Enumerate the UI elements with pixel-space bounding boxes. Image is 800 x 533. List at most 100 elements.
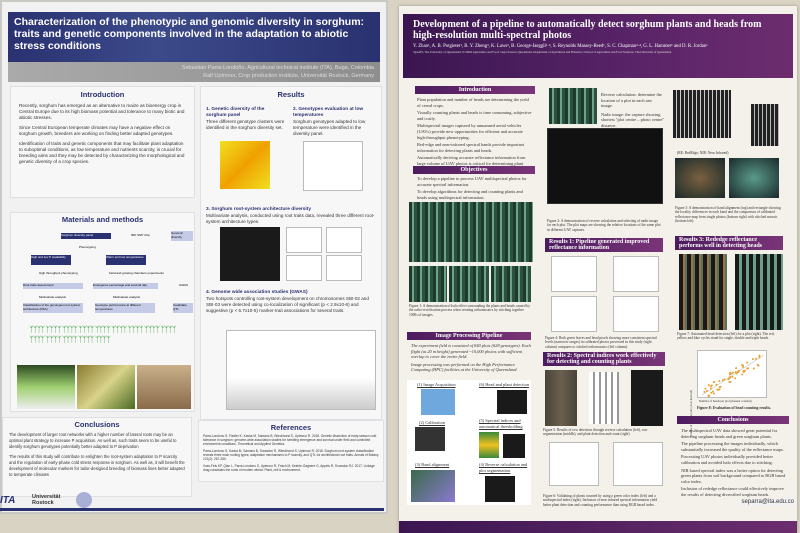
conclusion-bullet: The results of this study will contribut… xyxy=(9,454,185,477)
scatter-point xyxy=(731,371,734,374)
pipeline-step: (6) Head and plant detection xyxy=(479,382,529,387)
head-detection-image xyxy=(679,254,727,330)
x-axis-label: Number of heads per plot (manual counted… xyxy=(699,399,752,403)
scatter-point xyxy=(746,367,749,370)
scatter-point xyxy=(754,357,757,360)
scatter-point xyxy=(741,373,744,376)
left-poster-title: Characterization of the phenotypic and g… xyxy=(8,12,380,62)
author-line: Ralf Uptmoor, Crop production institute,… xyxy=(203,73,374,79)
plant-icons: ᛉᛉᛉᛉ ᛉᛉᛉᛉ ᛉᛉᛉᛉ ᛉᛉᛉᛉ ᛉᛉᛉᛉ ᛉᛉᛉᛉ ᛉᛉᛉᛉ ᛉᛉᛉᛉ … xyxy=(29,325,177,344)
bands-caption: (RE: RedEdge; NIR: Near Infrared) xyxy=(677,151,729,155)
scatter-point xyxy=(715,383,718,386)
pipeline-step: (3) Band alignment xyxy=(415,462,450,467)
head-closeup-stitched xyxy=(675,158,725,198)
results-3-heading: Results 3: Rededge reflectance performs … xyxy=(675,236,783,250)
conclusion-bullet: Processing UAV photos individually provi… xyxy=(681,454,773,465)
scatter-point xyxy=(703,390,706,393)
flow-node: Root traits assessment xyxy=(23,283,83,289)
university-seal-icon xyxy=(76,492,92,508)
head-count-scatter xyxy=(697,350,767,398)
reflectance-chart xyxy=(551,296,597,332)
scatter-point xyxy=(727,378,730,381)
objectives-heading: Objectives xyxy=(413,166,535,174)
scatter-points xyxy=(701,354,765,397)
threshold-image xyxy=(503,434,525,458)
conclusions-heading: Conclusions xyxy=(74,420,120,429)
scatter-point xyxy=(704,387,707,390)
flow-node: Sorghum diversity panel xyxy=(61,233,111,239)
objective-bullet: To develop algorithms for detecting and … xyxy=(417,189,523,200)
reference-item: Parra-Londono S, Kavka M, Samans B, Snow… xyxy=(203,449,379,461)
rostock-logo: Universität Rostock xyxy=(32,494,61,506)
scatter-point xyxy=(734,377,737,380)
conclusion-bullet: The multispectral UAV data showed great … xyxy=(681,428,778,439)
scatter-point xyxy=(758,354,761,357)
band-stack-image xyxy=(673,90,731,138)
figure-4-caption: Figure 4: Both green leaves and head pix… xyxy=(545,336,657,349)
plot-segmentation-image xyxy=(485,476,515,502)
scatter-point xyxy=(718,380,721,383)
result-text: Three different genotype clusters were i… xyxy=(206,119,285,130)
results-2-heading: Results 2: Spectral indices work effecti… xyxy=(543,352,665,366)
intro-bullet: Visually counting plants and heads is ti… xyxy=(417,110,532,121)
conclusion-bullet: NIR based spectral index was a better op… xyxy=(681,467,786,484)
field-mosaic-image xyxy=(409,202,533,262)
conclusions-section: Conclusions The development of larger ro… xyxy=(2,417,192,497)
right-poster-header: Development of a pipeline to automatical… xyxy=(403,14,793,78)
footer-bar xyxy=(399,521,797,533)
conclusions-list: The multispectral UAV data showed great … xyxy=(681,428,789,498)
green-index-scatter xyxy=(549,442,599,486)
calibration-panel-image xyxy=(415,427,445,451)
left-poster: Characterization of the phenotypic and g… xyxy=(0,0,796,514)
nadir-image xyxy=(549,88,597,124)
right-poster-title: Development of a pipeline to automatical… xyxy=(413,19,762,41)
scatter-point xyxy=(712,392,715,395)
plant-count-image xyxy=(631,370,663,426)
scatter-point xyxy=(758,356,761,359)
result-title: 4. Genome wide association studies (GWAS… xyxy=(206,290,308,295)
result-title: 3. Sorghum root-system architecture dive… xyxy=(206,207,312,212)
pipeline-step: (5) Spectral indices and automatical thr… xyxy=(479,418,523,429)
flow-node: Genotype performance at different temper… xyxy=(95,303,155,313)
scatter-point xyxy=(742,370,745,373)
scatter-image xyxy=(303,141,363,191)
scatter-point xyxy=(708,395,711,397)
scatter-point xyxy=(729,380,732,383)
pca-plot xyxy=(326,255,362,281)
objectives-list: To develop a pipeline to process UAV mul… xyxy=(417,176,533,200)
result-text: Sorghum genotypes adapted to low tempera… xyxy=(293,119,366,136)
result-title: 1. Genetic diversity of the sorghum pane… xyxy=(206,107,265,118)
introduction-section: Introduction Recently, sorghum has emerg… xyxy=(10,86,195,198)
author-line: Sebastián Parra-Londoño, Agricultural te… xyxy=(181,65,374,71)
flow-node: High throughput phenotyping xyxy=(39,271,78,275)
manhattan-plot xyxy=(226,330,376,410)
scatter-point xyxy=(729,375,732,378)
pipeline-heading: Image Processing Pipeline xyxy=(407,332,531,340)
intro-bullet: Plant population and number of heads are… xyxy=(417,97,529,108)
introduction-heading: Introduction xyxy=(80,90,125,99)
scatter-point xyxy=(756,363,759,366)
results-heading: Results xyxy=(277,90,305,99)
scatter-point xyxy=(744,369,747,372)
pipeline-step: (4) Reverse calculation and plot segment… xyxy=(479,462,528,473)
reflectance-chart xyxy=(551,256,597,292)
scatter-point xyxy=(751,358,754,361)
figure-7-caption: Figure 7: Automated head detection (left… xyxy=(677,332,775,341)
figure-6-caption: Figure 6: Validating of plants counted b… xyxy=(543,494,658,507)
results-1-heading: Results 1: Pipeline generated improved r… xyxy=(545,238,663,252)
drone-image xyxy=(421,389,455,415)
intro-bullet: Since Central European temperate climate… xyxy=(19,125,174,136)
conclusion-bullet: Inclusion of rededge reflectance could e… xyxy=(681,486,784,497)
flow-node: Multivariate analysis xyxy=(113,295,141,299)
photo-soil xyxy=(137,365,191,409)
pipeline-bullet: Image processing was performed on the Hi… xyxy=(411,361,518,373)
pipeline-step: (2) Calibration xyxy=(419,420,445,425)
scatter-point xyxy=(734,371,737,374)
footer-bar xyxy=(0,508,384,511)
intro-bullet: Identification of traits and genetic com… xyxy=(19,141,185,164)
pipeline-list: The experiment field is consisted of 840… xyxy=(411,343,531,373)
scatter-point xyxy=(721,379,724,382)
multispectral-index-scatter xyxy=(613,442,663,486)
references-section: References Parra-Londono S, Fiedler K, K… xyxy=(198,420,384,482)
scatter-point xyxy=(711,390,714,393)
